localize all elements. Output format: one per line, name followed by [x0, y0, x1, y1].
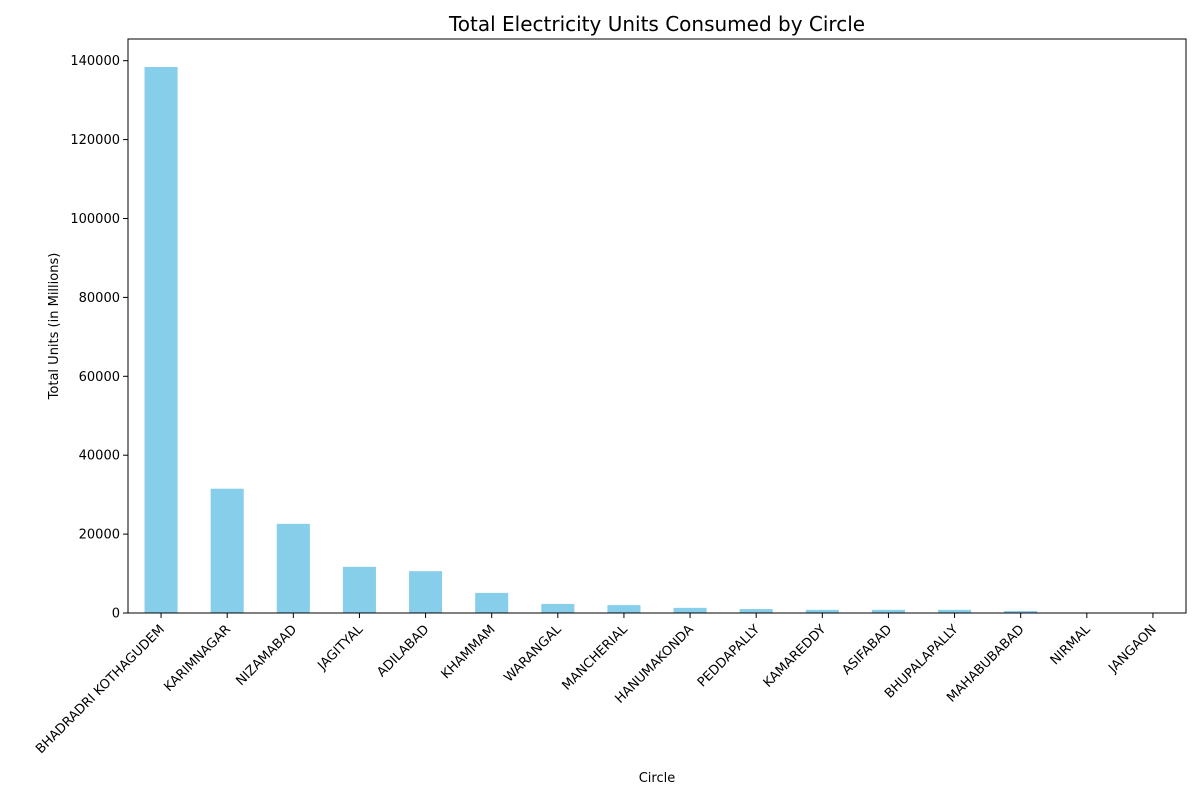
plot-area: 0 20000 40000 60000 80000 100000 120000 140000 B… — [33, 38, 1187, 757]
bar — [342, 566, 376, 613]
bar — [144, 67, 178, 613]
bar — [938, 609, 972, 613]
x-axis-label: Circle — [639, 771, 676, 786]
bar — [210, 488, 244, 613]
y-tick-label: 100000 — [70, 212, 120, 227]
bar — [871, 609, 905, 613]
bar — [541, 603, 575, 613]
x-tick-label: BHADRADRI KOTHAGUDEM — [33, 622, 168, 757]
x-tick-label: JAGITYAL — [315, 622, 367, 674]
bar — [1004, 611, 1038, 613]
x-tick-label: MANCHERIAL — [559, 622, 631, 694]
y-tick-label: 20000 — [79, 528, 120, 543]
bar — [409, 571, 443, 613]
x-tick-label: KHAMMAM — [439, 622, 499, 682]
chart-title: Total Electricity Units Consumed by Circ… — [448, 12, 865, 36]
bar — [607, 605, 641, 613]
bar — [475, 592, 509, 613]
bar — [673, 607, 707, 613]
x-tick-label: ASIFABAD — [839, 622, 895, 678]
y-tick-label: 0 — [112, 607, 120, 622]
x-tick-label: ADILABAD — [374, 622, 432, 680]
x-tick-label: KAMAREDDY — [761, 622, 829, 690]
y-tick-label: 40000 — [79, 449, 120, 464]
x-tick-label: KARIMNAGAR — [161, 622, 234, 695]
bar — [805, 609, 839, 613]
y-tick-label: 120000 — [70, 133, 120, 148]
x-tick-label: WARANGAL — [501, 622, 565, 686]
y-tick-label: 80000 — [79, 291, 120, 306]
y-axis-label: Total Units (in Millions) — [47, 253, 62, 401]
x-tick-label: NIZAMABAD — [233, 622, 300, 689]
bar — [739, 609, 773, 613]
y-tick-label: 60000 — [79, 370, 120, 385]
x-tick-label: JANGAON — [1105, 622, 1159, 676]
y-tick-label: 140000 — [70, 54, 120, 69]
plot-frame — [127, 38, 1187, 614]
x-tick-label: NIRMAL — [1048, 622, 1094, 668]
bar — [276, 523, 310, 613]
x-tick-label: PEDDAPALLY — [695, 622, 763, 690]
